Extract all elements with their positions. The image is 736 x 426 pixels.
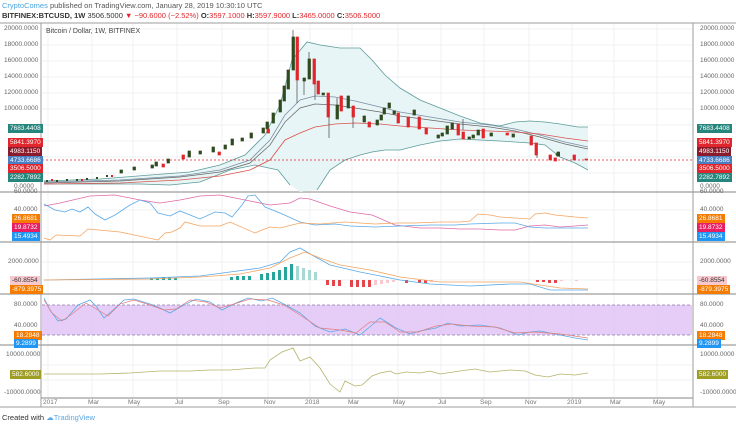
dmi-tag-minus-di: 15.4934 [697,232,725,241]
dmi-y-tick: 60.0000 [14,188,38,195]
y-tick: 0.0000 [14,183,34,190]
main-pane-title: Bitcoin / Dollar, 1W, BITFINEX [46,28,141,35]
header-line-2: BITFINEX:BTCUSD, 1W 3506.5000 ▼ −90.6000… [2,11,380,20]
header-line-1: CryptoComes published on TradingView.com… [2,1,262,10]
price-tag-last: 3506.5000 [8,164,43,173]
close-label: C: [336,11,345,20]
x-tick: Sep [480,399,492,406]
price-change: ▼ −90.6000 (−2.52%) [124,11,199,20]
x-tick: Mar [88,399,100,406]
high-label: H: [246,11,255,20]
cloud-icon: ☁ [46,413,54,422]
y-tick: 16000.0000 [700,57,735,64]
dmi-tag-adx: 26.8681 [12,214,40,223]
y-tick: 20000.0000 [700,25,735,32]
y-tick: 18000.0000 [700,41,735,48]
y-tick: 16000.0000 [4,57,39,64]
y-tick: 14000.0000 [4,73,39,80]
dmi-y-tick: 40.0000 [14,206,38,213]
price-tag-ma3: 4733.6686 [697,156,732,165]
y-tick: 10000.0000 [700,105,735,112]
macd-y-tick: 2000.0000 [8,258,39,265]
tradingview-link[interactable]: TradingView [53,413,95,422]
price-tag-ma1: 5841.3970 [697,138,732,147]
osc-tag-value: 582.6000 [697,370,729,379]
created-with-text: Created with [2,413,45,422]
x-tick: 2018 [305,399,320,406]
stoch-tag-d: 9.2899 [14,339,38,348]
stoch-tag-d: 9.2899 [697,339,721,348]
x-tick: Mar [610,399,622,406]
y-tick: 20000.0000 [4,25,39,32]
price-tag-bb-upper: 7683.4408 [8,124,43,133]
x-tick: May [653,399,666,406]
y-tick: 18000.0000 [4,41,39,48]
author-link[interactable]: CryptoComes [2,1,48,10]
dmi-tag-plus-di: 19.8732 [697,223,725,232]
published-text: published on TradingView.com, January 28… [49,1,263,10]
y-tick: 12000.0000 [700,89,735,96]
price-tag-ma1: 5841.3970 [8,138,43,147]
x-tick: 2017 [43,399,58,406]
low-label: L: [292,11,300,20]
symbol: BITFINEX:BTCUSD, 1W [2,11,86,20]
stoch-y-tick: 40.0000 [14,322,38,329]
last-price: 3506.5000 [87,11,123,20]
price-tag-last: 3506.5000 [697,164,732,173]
price-tag-bb-lower: 2282.7892 [8,173,43,182]
osc-y-tick: -10000.0000 [4,389,41,396]
x-tick: Nov [525,399,537,406]
price-tag-ma2: 4983.1150 [8,147,43,156]
macd-tag-signal: -879.3975 [697,285,731,294]
y-tick: 0.0000 [700,183,720,190]
dmi-tag-plus-di: 19.8732 [12,223,40,232]
y-tick: 14000.0000 [700,73,735,80]
open-value: 3597.1000 [209,11,245,20]
low-value: 3465.0000 [299,11,335,20]
open-label: O: [200,11,210,20]
osc-y-tick: 10000.0000 [6,351,41,358]
y-tick: 10000.0000 [4,105,39,112]
osc-y-tick: -10000.0000 [700,389,736,396]
x-tick: 2019 [567,399,582,406]
macd-tag-signal: -879.3975 [10,285,44,294]
high-value: 3597.9000 [254,11,291,20]
x-tick: Sep [218,399,230,406]
footer: Created with ☁TradingView [2,413,95,422]
x-tick: Jul [175,399,184,406]
close-value: 3506.5000 [344,11,381,20]
dmi-y-tick: 40.0000 [700,206,724,213]
x-tick: May [393,399,406,406]
osc-y-tick: 10000.0000 [700,351,735,358]
stoch-tag-k: 18.2848 [14,331,42,340]
price-tag-ma2: 4983.1150 [697,147,732,156]
stoch-y-tick: 40.0000 [700,322,724,329]
stoch-y-tick: 80.0000 [700,301,724,308]
macd-tag-histogram: -60.8554 [10,276,40,285]
macd-y-tick: 2000.0000 [700,258,731,265]
x-tick: Jul [438,399,447,406]
dmi-y-tick: 60.0000 [700,188,724,195]
price-tag-bb-upper: 7683.4408 [697,124,732,133]
price-tag-ma3: 4733.6686 [8,156,43,165]
y-tick: 12000.0000 [4,89,39,96]
x-tick: Nov [264,399,276,406]
osc-tag-value: 582.6000 [10,370,42,379]
dmi-tag-minus-di: 15.4934 [12,232,40,241]
stoch-y-tick: 80.0000 [14,301,38,308]
price-tag-bb-lower: 2282.7892 [697,173,732,182]
dmi-tag-adx: 26.8681 [697,214,725,223]
x-tick: Mar [348,399,360,406]
x-tick: May [128,399,141,406]
macd-tag-histogram: -60.8554 [697,276,727,285]
stoch-tag-k: 18.2848 [697,331,725,340]
